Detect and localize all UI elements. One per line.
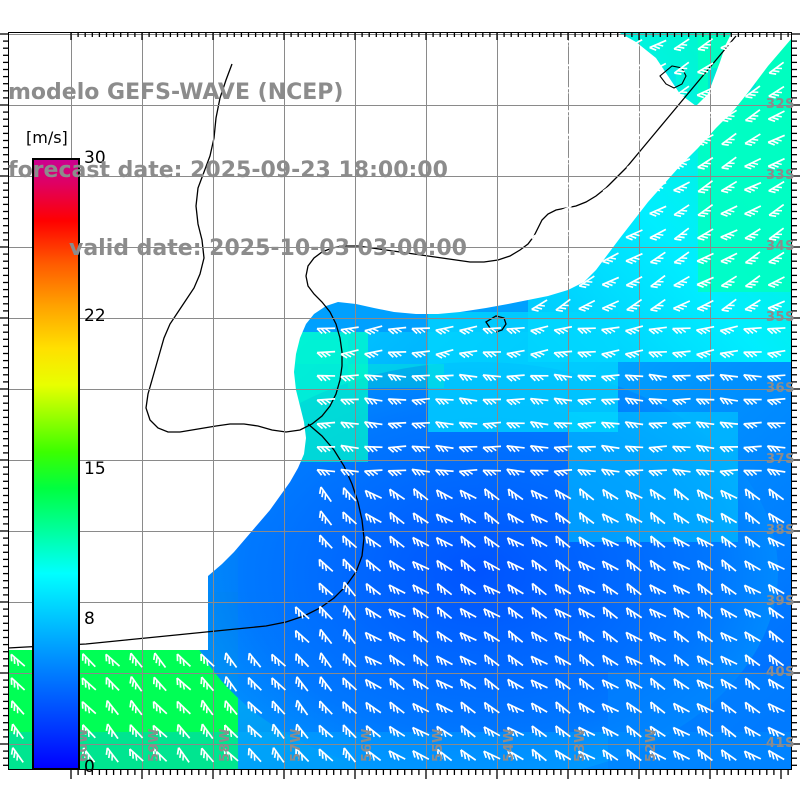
lat-label-41S: 41S <box>766 736 795 751</box>
title-line-forecast-date: forecast date: 2025-09-23 18:00:00 <box>8 158 448 183</box>
lon-label-53W: 53W <box>573 728 588 762</box>
lat-label-34S: 34S <box>766 239 795 254</box>
colorbar-tick-30: 30 <box>84 148 106 168</box>
lat-label-33S: 33S <box>766 168 795 183</box>
colorbar[interactable] <box>32 158 80 770</box>
title-line-valid-date: valid date: 2025-10-03 03:00:00 <box>69 236 467 261</box>
lon-label-55W: 55W <box>431 728 446 762</box>
colorbar-tick-8: 8 <box>84 608 95 629</box>
lon-label-57W: 57W <box>289 728 304 762</box>
lon-label-54W: 54W <box>502 728 517 762</box>
map-plot-area[interactable] <box>8 32 792 770</box>
lat-label-35S: 35S <box>766 310 795 325</box>
lat-label-32S: 32S <box>766 97 795 112</box>
lat-label-38S: 38S <box>766 523 795 538</box>
lon-label-52W: 52W <box>644 728 659 762</box>
map-title: modelo GEFS-WAVE (NCEP) forecast date: 2… <box>8 28 528 314</box>
colorbar-tick-22: 22 <box>84 305 106 326</box>
lat-label-40S: 40S <box>766 665 795 680</box>
lon-label-58W: 58W <box>218 728 233 762</box>
colorbar-tick-15: 15 <box>84 458 106 479</box>
title-line-model: modelo GEFS-WAVE (NCEP) <box>8 80 344 105</box>
lon-label-56W: 56W <box>360 728 375 762</box>
lon-label-59W: 59W <box>147 728 162 762</box>
lat-label-37S: 37S <box>766 452 795 467</box>
lat-label-36S: 36S <box>766 381 795 396</box>
colorbar-tick-0: 0 <box>84 756 95 777</box>
lat-label-39S: 39S <box>766 594 795 609</box>
colorbar-gradient <box>32 158 80 770</box>
colorbar-unit-label: [m/s] <box>26 128 68 147</box>
